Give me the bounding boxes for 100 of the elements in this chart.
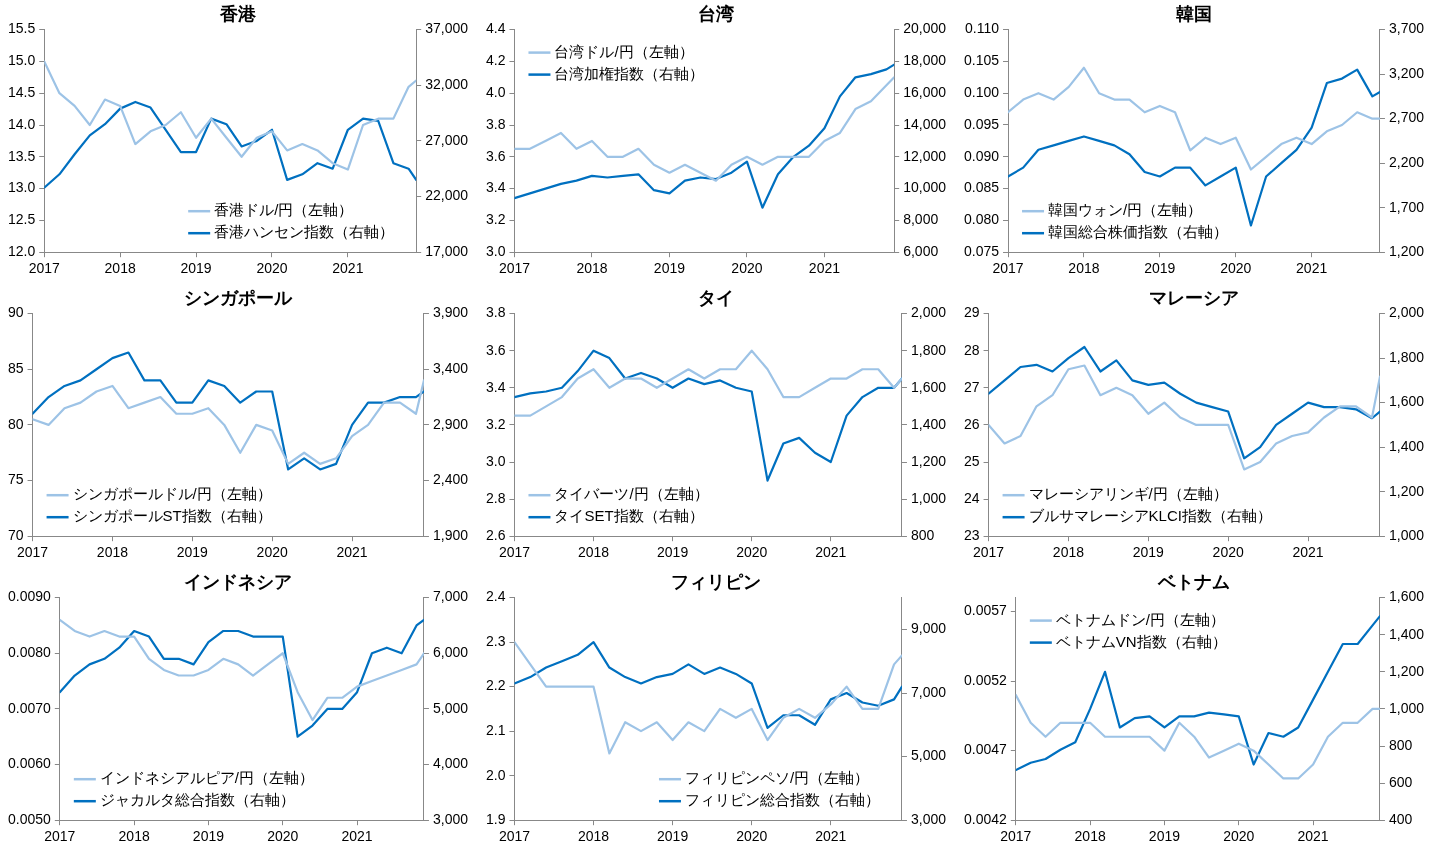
legend-label: フィリピンペソ/円（左軸） <box>684 769 870 787</box>
y-tick-label: 0.0057 <box>963 602 1008 619</box>
y-tick-label: 75 <box>7 471 24 488</box>
y-tick-label: 3.6 <box>485 341 506 358</box>
y-tick-label: 0.090 <box>963 147 1000 164</box>
y2-tick-label: 5,000 <box>910 747 947 764</box>
y2-tick-label: 1,400 <box>1388 438 1425 455</box>
x-tick-label: 2021 <box>1297 828 1329 845</box>
legend-label: タイバーツ/円（左軸） <box>554 485 709 503</box>
y2-tick-label: 1,200 <box>910 452 947 469</box>
legend-label: 香港ハンセン指数（右軸） <box>214 223 395 241</box>
y2-tick-label: 1,400 <box>910 415 947 432</box>
y2-tick-label: 8,000 <box>903 211 939 228</box>
y-tick-label: 4.2 <box>485 52 506 69</box>
legend-label: 韓国総合株価指数（右軸） <box>1048 223 1229 241</box>
y-tick-label: 25 <box>963 452 980 469</box>
x-tick-label: 2019 <box>653 260 686 277</box>
y-tick-label: 0.105 <box>963 52 1000 69</box>
y-tick-label: 0.085 <box>963 179 1000 196</box>
chart-title: インドネシア <box>184 571 292 592</box>
y-tick-label: 0.0052 <box>963 671 1008 688</box>
y2-tick-label: 20,000 <box>903 20 947 37</box>
legend-label: シンガポールドル/円（左軸） <box>72 485 272 503</box>
y-tick-label: 0.0050 <box>7 811 52 828</box>
y-tick-label: 1.9 <box>485 811 506 828</box>
y-tick-label: 2.4 <box>485 588 506 605</box>
x-tick-label: 2018 <box>96 544 129 561</box>
x-tick-label: 2019 <box>180 260 212 277</box>
y-tick-label: 3.0 <box>485 452 506 469</box>
chart-title: マレーシア <box>1149 287 1239 308</box>
y-tick-label: 0.100 <box>963 84 1000 101</box>
y2-tick-label: 1,200 <box>1388 662 1425 679</box>
x-tick-label: 2021 <box>1292 544 1324 561</box>
legend-label: インドネシアルピア/円（左軸） <box>99 769 314 787</box>
x-tick-label: 2020 <box>267 828 299 845</box>
legend-label: シンガポールST指数（右軸） <box>72 507 272 525</box>
y-tick-label: 15.0 <box>8 52 36 69</box>
y2-tick-label: 1,200 <box>1388 482 1425 499</box>
y-tick-label: 15.5 <box>8 20 36 37</box>
y2-tick-label: 2,400 <box>432 471 469 488</box>
y-tick-label: 3.2 <box>485 211 506 228</box>
chart-title: ベトナム <box>1157 571 1230 592</box>
y2-tick-label: 1,400 <box>1388 625 1425 642</box>
y2-tick-label: 400 <box>1388 811 1413 828</box>
y-tick-label: 2.1 <box>485 722 506 739</box>
y2-tick-label: 2,000 <box>1388 304 1425 321</box>
x-tick-label: 2021 <box>808 260 841 277</box>
chart-title: 香港 <box>219 3 257 24</box>
y-tick-label: 26 <box>963 415 980 432</box>
x-tick-label: 2017 <box>992 260 1024 277</box>
y2-tick-label: 7,000 <box>910 683 947 700</box>
x-tick-label: 2021 <box>341 828 373 845</box>
x-tick-label: 2019 <box>657 828 689 845</box>
y2-tick-label: 18,000 <box>903 52 947 69</box>
y-tick-label: 27 <box>963 378 980 395</box>
x-tick-label: 2018 <box>104 260 136 277</box>
y-tick-label: 14.0 <box>8 115 36 132</box>
y-tick-label: 2.6 <box>485 527 506 544</box>
y2-tick-label: 2,000 <box>910 304 947 321</box>
x-tick-label: 2020 <box>731 260 763 277</box>
x-tick-label: 2018 <box>118 828 150 845</box>
x-tick-label: 2019 <box>1148 828 1181 845</box>
y2-tick-label: 600 <box>1388 773 1413 790</box>
legend-label: タイSET指数（右軸） <box>554 507 704 525</box>
y2-tick-label: 1,600 <box>1388 588 1425 605</box>
y2-tick-label: 1,000 <box>1388 699 1425 716</box>
y2-tick-label: 6,000 <box>903 243 939 260</box>
y-tick-label: 3.4 <box>485 179 506 196</box>
x-tick-label: 2018 <box>576 260 608 277</box>
y-tick-label: 85 <box>7 360 24 377</box>
chart-title: フィリピン <box>671 571 761 592</box>
y2-tick-label: 10,000 <box>903 179 947 196</box>
x-tick-label: 2020 <box>736 544 768 561</box>
x-tick-label: 2019 <box>1132 544 1165 561</box>
y-tick-label: 0.0060 <box>7 755 52 772</box>
y-tick-label: 3.8 <box>485 304 506 321</box>
legend-label: ブルサマレーシアKLCI指数（右軸） <box>1028 507 1272 525</box>
x-tick-label: 2019 <box>192 828 225 845</box>
x-tick-label: 2017 <box>498 828 531 845</box>
chart-title: シンガポール <box>184 287 293 308</box>
y-tick-label: 0.110 <box>965 20 1000 37</box>
x-tick-label: 2021 <box>336 544 368 561</box>
y2-tick-label: 17,000 <box>425 243 469 260</box>
y2-tick-label: 3,000 <box>432 811 469 828</box>
y2-tick-label: 22,000 <box>425 187 469 204</box>
y2-tick-label: 2,200 <box>1388 154 1425 171</box>
x-tick-label: 2017 <box>44 828 76 845</box>
y2-tick-label: 1,600 <box>1388 393 1425 410</box>
y2-tick-label: 1,900 <box>432 527 469 544</box>
y2-tick-label: 3,000 <box>910 811 947 828</box>
y2-tick-label: 1,700 <box>1388 198 1425 215</box>
y-tick-label: 13.5 <box>8 147 36 164</box>
y2-tick-label: 32,000 <box>425 76 469 93</box>
legend-label: 台湾加権指数（右軸） <box>554 64 705 82</box>
y-tick-label: 13.0 <box>8 179 36 196</box>
y-tick-label: 2.3 <box>485 632 506 649</box>
y2-tick-label: 3,200 <box>1388 64 1425 81</box>
x-tick-label: 2018 <box>577 544 610 561</box>
y2-tick-label: 6,000 <box>432 644 469 661</box>
y-tick-label: 3.0 <box>485 243 506 260</box>
